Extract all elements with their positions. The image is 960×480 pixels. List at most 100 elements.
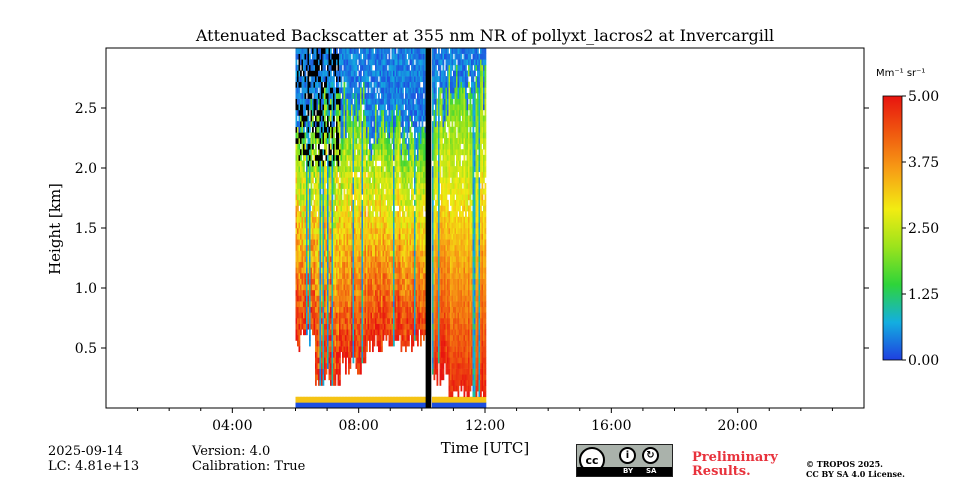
- heatmap-cell: [322, 93, 325, 99]
- heatmap-cell: [312, 160, 314, 167]
- heatmap-cell: [301, 143, 304, 150]
- heatmap-cell: [424, 222, 427, 229]
- heatmap-cell: [418, 323, 421, 330]
- heatmap-cell: [369, 93, 371, 99]
- heatmap-cell: [432, 267, 434, 274]
- heatmap-cell: [421, 115, 424, 122]
- heatmap-cell: [306, 183, 308, 189]
- heatmap-cell: [384, 98, 386, 105]
- heatmap-cell: [363, 121, 365, 128]
- heatmap-cell: [421, 143, 424, 150]
- heatmap-cell: [403, 244, 406, 251]
- heatmap-cell: [298, 143, 301, 150]
- heatmap-cell: [433, 312, 436, 319]
- heatmap-cell: [298, 239, 301, 246]
- heatmap-cell: [420, 233, 422, 240]
- heatmap-cell: [334, 104, 337, 111]
- heatmap-cell: [340, 154, 343, 161]
- heatmap-cell: [402, 261, 404, 268]
- heatmap-cell: [417, 222, 419, 229]
- heatmap-cell: [387, 121, 389, 128]
- heatmap-cell: [315, 244, 317, 251]
- heatmap-cell: [382, 76, 385, 83]
- heatmap-cell: [319, 340, 322, 347]
- heatmap-cell: [355, 312, 358, 319]
- heatmap-cell: [322, 396, 325, 403]
- heatmap-cell: [393, 138, 395, 144]
- heatmap-cell: [312, 166, 314, 173]
- heatmap-cell: [418, 81, 421, 88]
- heatmap-cell: [406, 76, 409, 83]
- heatmap-cell: [403, 256, 406, 263]
- heatmap-cell: [337, 205, 340, 212]
- heatmap-cell: [405, 64, 407, 71]
- heatmap-cell: [373, 59, 376, 66]
- heatmap-cell: [367, 295, 370, 302]
- heatmap-cell: [385, 194, 388, 201]
- heatmap-cell: [390, 59, 392, 66]
- heatmap-cell: [400, 239, 403, 246]
- heatmap-cell: [328, 284, 331, 291]
- heatmap-cell: [436, 98, 439, 105]
- heatmap-cell: [394, 53, 397, 60]
- heatmap-cell: [348, 64, 350, 71]
- heatmap-cell: [384, 109, 386, 116]
- heatmap-cell: [324, 368, 326, 375]
- heatmap-cell: [352, 351, 355, 358]
- heatmap-cell: [385, 329, 388, 336]
- heatmap-cell: [402, 244, 404, 251]
- heatmap-cell: [357, 183, 359, 189]
- heatmap-cell: [400, 53, 403, 60]
- heatmap-cell: [421, 132, 424, 139]
- heatmap-cell: [337, 183, 340, 189]
- heatmap-cell: [336, 70, 338, 77]
- heatmap-cell: [358, 402, 361, 409]
- heatmap-cell: [349, 228, 352, 234]
- heatmap-cell: [375, 250, 377, 257]
- heatmap-cell: [342, 70, 344, 77]
- heatmap-cell: [373, 301, 376, 308]
- heatmap-cell: [303, 318, 305, 324]
- heatmap-cell: [312, 273, 314, 279]
- heatmap-cell: [327, 138, 329, 144]
- heatmap-cell: [366, 70, 368, 77]
- heatmap-cell: [330, 143, 332, 150]
- heatmap-cell: [343, 267, 346, 274]
- heatmap-cell: [390, 334, 392, 341]
- heatmap-cell: [303, 233, 305, 240]
- heatmap-cell: [408, 166, 410, 173]
- heatmap-cell: [384, 329, 386, 336]
- heatmap-cell: [340, 64, 343, 71]
- heatmap-cell: [405, 149, 407, 156]
- heatmap-cell: [433, 374, 436, 381]
- heatmap-cell: [396, 98, 398, 105]
- heatmap-cell: [366, 216, 368, 223]
- heatmap-cell: [406, 233, 409, 240]
- heatmap-cell: [339, 250, 341, 257]
- heatmap-cell: [393, 48, 395, 54]
- heatmap-cell: [360, 160, 362, 167]
- heatmap-cell: [324, 64, 326, 71]
- heatmap-cell: [363, 194, 365, 201]
- heatmap-cell: [318, 368, 320, 375]
- heatmap-cell: [312, 171, 314, 178]
- heatmap-cell: [364, 171, 367, 178]
- heatmap-cell: [324, 222, 326, 229]
- heatmap-cell: [337, 76, 340, 83]
- heatmap-cell: [339, 104, 341, 111]
- heatmap-cell: [361, 250, 364, 257]
- heatmap-cell: [348, 267, 350, 274]
- heatmap-cell: [328, 334, 331, 341]
- heatmap-cell: [298, 126, 301, 133]
- heatmap-cell: [343, 295, 346, 302]
- heatmap-cell: [403, 228, 406, 234]
- heatmap-cell: [372, 284, 374, 291]
- heatmap-cell: [436, 334, 439, 341]
- heatmap-cell: [388, 149, 391, 156]
- heatmap-cell: [400, 402, 403, 409]
- heatmap-cell: [349, 199, 352, 206]
- heatmap-cell: [399, 261, 401, 268]
- heatmap-cell: [406, 329, 409, 336]
- heatmap-cell: [351, 93, 353, 99]
- heatmap-cell: [372, 278, 374, 285]
